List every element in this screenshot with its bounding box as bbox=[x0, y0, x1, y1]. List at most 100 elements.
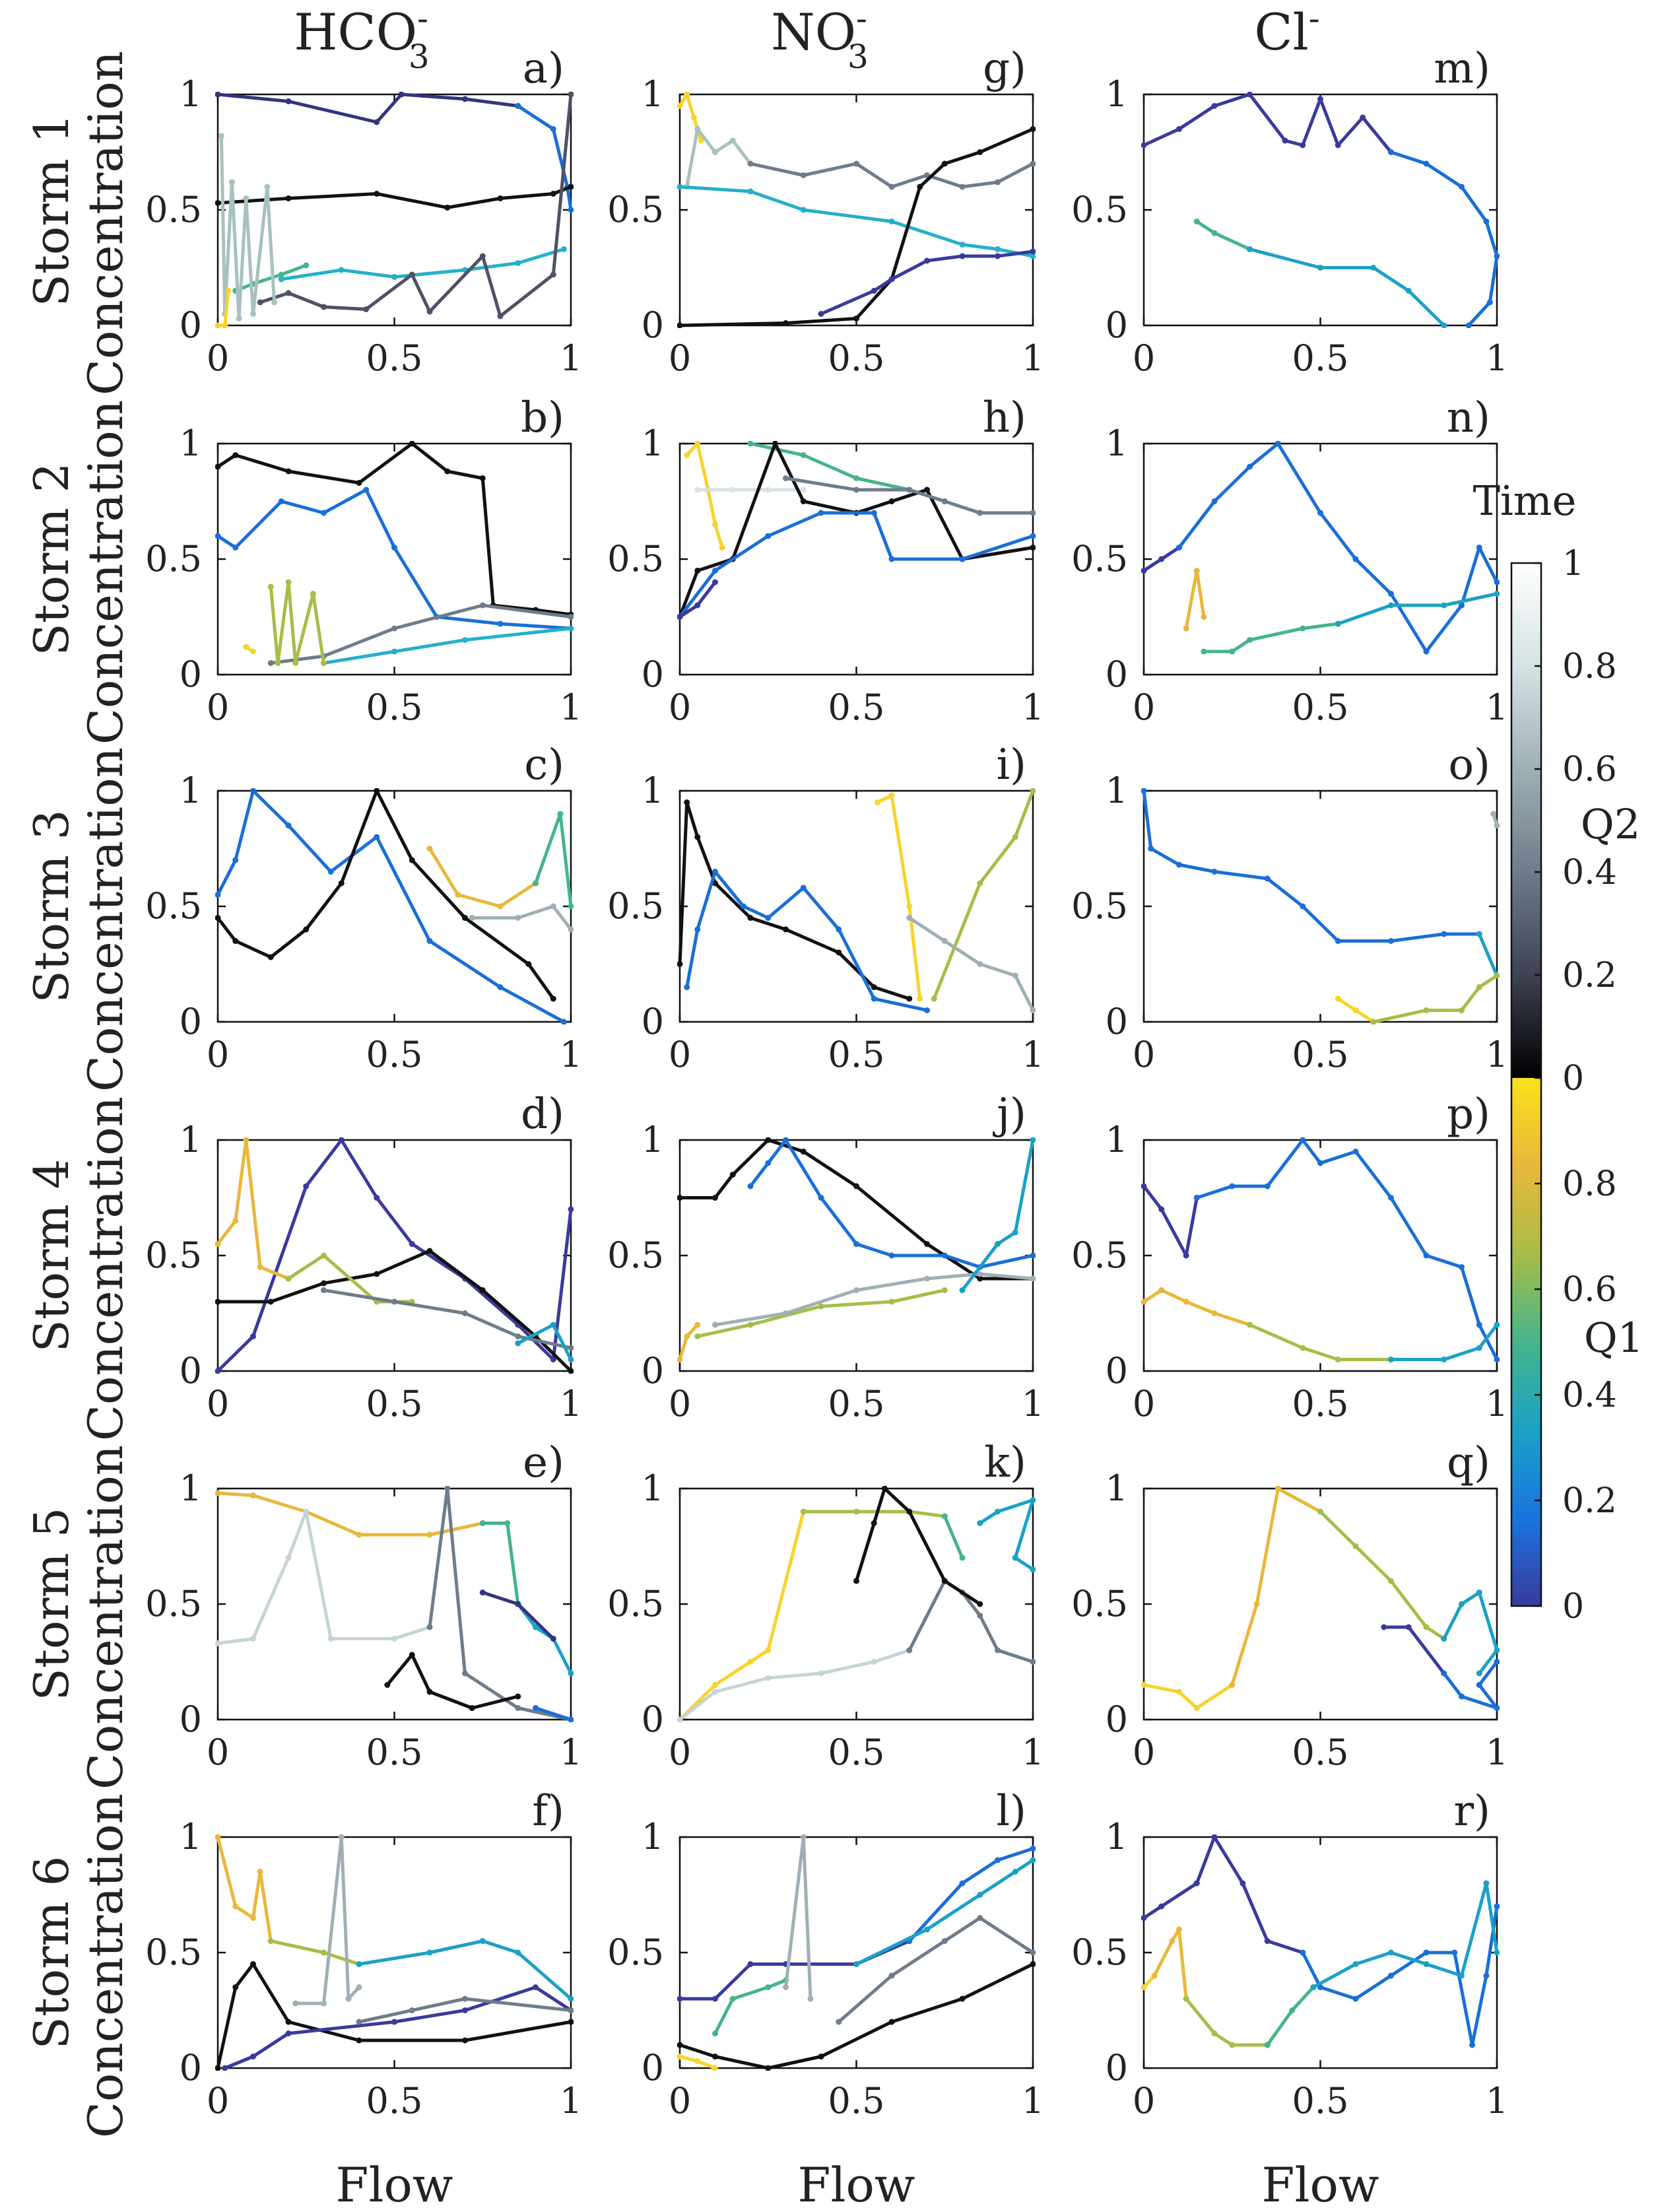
series-point bbox=[765, 2065, 772, 2071]
series-point bbox=[1169, 1938, 1175, 1944]
series-point bbox=[1423, 1252, 1430, 1259]
series-point bbox=[772, 441, 778, 447]
series-point bbox=[338, 267, 345, 273]
series-point bbox=[560, 246, 567, 252]
series-line bbox=[713, 1272, 1035, 1327]
series-point bbox=[1289, 2007, 1296, 2013]
series-point bbox=[243, 1137, 249, 1143]
series-point bbox=[515, 1693, 521, 1700]
series-point bbox=[1030, 1566, 1036, 1572]
series-point bbox=[568, 1995, 574, 2002]
panel-series-group bbox=[1141, 92, 1500, 328]
x-tick-label: 0 bbox=[1133, 1731, 1155, 1773]
y-tick-label: 1 bbox=[180, 73, 202, 115]
series-point bbox=[1317, 510, 1323, 516]
series-point bbox=[765, 1675, 772, 1681]
series-point bbox=[321, 2000, 327, 2007]
series-point bbox=[215, 1490, 221, 1496]
series-point bbox=[1459, 1007, 1465, 1013]
y-tick-label: 1 bbox=[180, 1467, 202, 1509]
series-point bbox=[568, 1345, 574, 1351]
panel-b: 00 0.5 0.5 1 1 b) bbox=[145, 393, 582, 728]
series-point bbox=[853, 1961, 859, 1967]
series-point bbox=[765, 486, 772, 493]
series-point bbox=[391, 625, 397, 632]
x-tick-label: 0 bbox=[669, 2080, 691, 2122]
series-point bbox=[1441, 1670, 1447, 1677]
series-point bbox=[995, 1508, 1001, 1515]
series-point bbox=[1441, 602, 1447, 609]
panel-letter-label: q) bbox=[1447, 1438, 1490, 1487]
series-point bbox=[931, 995, 937, 1002]
series-point bbox=[1183, 1252, 1189, 1259]
series-point bbox=[215, 463, 221, 470]
series-line bbox=[943, 1514, 964, 1560]
series-point bbox=[800, 885, 807, 891]
series-line bbox=[1336, 592, 1499, 626]
panel-letter-label: k) bbox=[984, 1438, 1026, 1487]
series-point bbox=[568, 1206, 574, 1213]
series-point bbox=[356, 480, 362, 486]
series-point bbox=[694, 441, 701, 447]
series-point bbox=[1030, 1857, 1036, 1863]
column-title-1: NO-3 bbox=[771, 0, 869, 76]
x-tick-label: 0 bbox=[207, 2080, 229, 2122]
series-point bbox=[232, 1218, 239, 1224]
series-point bbox=[1483, 1880, 1490, 1887]
series-point bbox=[222, 2065, 228, 2071]
series-point bbox=[504, 1520, 511, 1526]
series-point bbox=[694, 2058, 701, 2064]
series-point bbox=[1381, 1624, 1387, 1630]
row-title-storm: Storm 5 bbox=[24, 1508, 79, 1701]
series-point bbox=[765, 533, 772, 539]
series-line bbox=[1230, 1487, 1322, 1687]
series-point bbox=[1335, 938, 1341, 944]
series-point bbox=[747, 1961, 754, 1967]
series-point bbox=[515, 1601, 521, 1607]
series-point bbox=[1459, 1601, 1465, 1607]
series-point bbox=[267, 660, 274, 666]
series-point bbox=[800, 1149, 807, 1155]
series-point bbox=[374, 119, 380, 125]
series-point bbox=[479, 602, 486, 609]
series-point bbox=[818, 1670, 824, 1677]
series-point bbox=[1030, 1275, 1036, 1282]
y-tick-label: 0 bbox=[1106, 1698, 1128, 1740]
y-tick-label: 0 bbox=[180, 654, 202, 695]
ylabel-concentration: Concentration bbox=[78, 51, 133, 395]
ylabel-concentration: Concentration bbox=[78, 1096, 133, 1441]
series-line bbox=[855, 1487, 982, 1606]
series-point bbox=[568, 1368, 574, 1374]
series-point bbox=[712, 1195, 718, 1201]
series-point bbox=[1264, 2042, 1271, 2048]
panel-axes-box bbox=[1142, 442, 1498, 676]
series-point bbox=[1300, 1137, 1306, 1143]
y-tick-label: 0 bbox=[1106, 2047, 1128, 2089]
panel-axes-box bbox=[1142, 93, 1498, 327]
series-line bbox=[258, 92, 573, 318]
series-point bbox=[1141, 1298, 1147, 1305]
series-point bbox=[215, 1241, 221, 1247]
series-point bbox=[924, 257, 930, 264]
series-point bbox=[765, 1160, 772, 1166]
series-point bbox=[1441, 1636, 1447, 1642]
series-point bbox=[1030, 1659, 1036, 1665]
x-tick-label: 0.5 bbox=[366, 1731, 423, 1773]
colorbar-tick-label: 1 bbox=[1562, 544, 1584, 584]
series-point bbox=[321, 304, 327, 310]
series-point bbox=[959, 1995, 966, 2002]
series-point bbox=[1012, 834, 1018, 840]
x-tick-label: 1 bbox=[560, 1034, 582, 1075]
series-point bbox=[941, 1513, 948, 1520]
series-point bbox=[374, 788, 380, 794]
series-point bbox=[275, 660, 281, 666]
series-point bbox=[729, 1995, 736, 2002]
panel-letter-label: b) bbox=[521, 393, 564, 442]
series-point bbox=[444, 205, 451, 211]
concentration-label-group: Concentration bbox=[78, 400, 133, 745]
series-point bbox=[941, 498, 948, 504]
series-line bbox=[1142, 789, 1481, 943]
colorbar-tick-label: 0.4 bbox=[1562, 853, 1617, 892]
row-title-storm: Storm 6 bbox=[24, 1856, 79, 2050]
series-point bbox=[959, 1880, 966, 1887]
